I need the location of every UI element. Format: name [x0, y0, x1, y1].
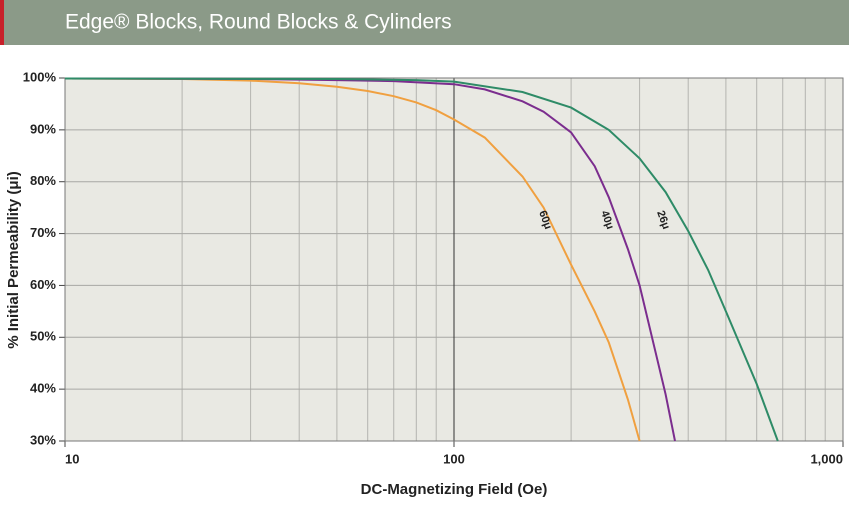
- y-tick-label: 70%: [30, 225, 56, 240]
- chart-title: Edge® Blocks, Round Blocks & Cylinders: [65, 11, 452, 34]
- y-tick-label: 30%: [30, 432, 56, 447]
- plot-frame: [64, 77, 844, 442]
- header-accent: [0, 0, 4, 45]
- series-line: [64, 77, 641, 442]
- series-line: [64, 77, 676, 442]
- y-axis-title: % Initial Permeability (μi): [5, 171, 22, 349]
- y-tick-label: 60%: [30, 277, 56, 292]
- y-tick-label: 90%: [30, 121, 56, 136]
- y-tick-label: 100%: [23, 69, 57, 84]
- x-tick-label: 100: [443, 451, 465, 466]
- x-axis-title: DC-Magnetizing Field (Oe): [361, 481, 548, 498]
- x-tick-label: 10: [65, 451, 79, 466]
- y-tick-label: 80%: [30, 173, 56, 188]
- y-tick-label: 50%: [30, 329, 56, 344]
- x-tick-label: 1,000: [810, 451, 843, 466]
- series-line: [64, 77, 779, 442]
- y-tick-label: 40%: [30, 381, 56, 396]
- header-bar: [0, 0, 849, 45]
